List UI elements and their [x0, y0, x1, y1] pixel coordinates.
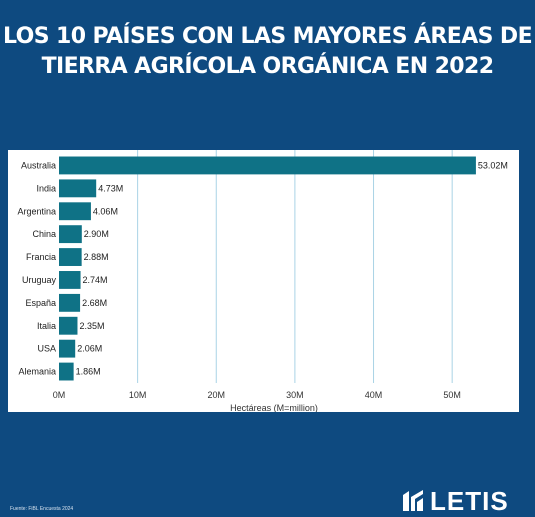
- value-label: 53.02M: [478, 160, 508, 170]
- title-line-2: TIERRA AGRÍCOLA ORGÁNICA EN 2022: [41, 54, 494, 79]
- bar-chart: 0M 10M 20M 30M 40M 50M Australia 53.02M India 4.7…: [17, 150, 508, 412]
- bar: [59, 202, 91, 221]
- bar: [59, 339, 76, 358]
- category-label: Alemania: [18, 367, 56, 377]
- x-tick-label: 0M: [53, 390, 66, 400]
- letis-leaf-icon: [403, 490, 423, 511]
- x-tick-label: 30M: [286, 390, 304, 400]
- bar: [59, 156, 476, 175]
- value-label: 2.68M: [82, 298, 107, 308]
- bar: [59, 293, 81, 312]
- category-label: China: [32, 229, 56, 239]
- value-label: 2.06M: [77, 344, 102, 354]
- bar: [59, 362, 74, 381]
- value-label: 2.90M: [84, 229, 109, 239]
- label-layer: 0M 10M 20M 30M 40M 50M Australia 53.02M India 4.7…: [17, 160, 507, 400]
- category-label: USA: [37, 344, 56, 354]
- category-label: India: [36, 183, 56, 193]
- bar: [59, 248, 82, 266]
- value-label: 2.35M: [79, 321, 104, 331]
- category-label: Italia: [37, 321, 56, 331]
- value-label: 4.06M: [93, 206, 118, 216]
- value-label: 2.88M: [84, 252, 109, 262]
- value-label: 2.74M: [83, 275, 108, 285]
- x-tick-label: 10M: [129, 390, 147, 400]
- value-label: 1.86M: [76, 367, 101, 377]
- chart-title: LOS 10 PAÍSES CON LAS MAYORES ÁREAS DE T…: [0, 22, 535, 82]
- bar: [59, 316, 78, 335]
- title-line-1: LOS 10 PAÍSES CON LAS MAYORES ÁREAS DE: [2, 24, 533, 49]
- category-label: España: [25, 298, 56, 308]
- bar: [59, 179, 97, 198]
- x-tick-label: 20M: [208, 390, 226, 400]
- source-note: Fuente: FiBL Encuesta 2024: [10, 506, 74, 512]
- x-axis-label: Hectáreas (M=million): [230, 403, 318, 412]
- category-label: Argentina: [17, 206, 56, 216]
- logo-text: LETIS: [430, 486, 509, 516]
- bar-layer: [59, 156, 476, 381]
- category-label: Francia: [26, 252, 56, 262]
- value-label: 4.73M: [98, 183, 123, 193]
- chart-panel: 0M 10M 20M 30M 40M 50M Australia 53.02M India 4.7…: [8, 150, 519, 412]
- category-label: Australia: [21, 160, 56, 170]
- grid-layer: [137, 150, 453, 383]
- x-tick-label: 50M: [443, 390, 461, 400]
- bar: [59, 225, 82, 244]
- bar: [59, 271, 81, 289]
- x-tick-label: 40M: [365, 390, 383, 400]
- category-label: Uruguay: [22, 275, 57, 285]
- letis-logo: LETIS: [401, 488, 509, 514]
